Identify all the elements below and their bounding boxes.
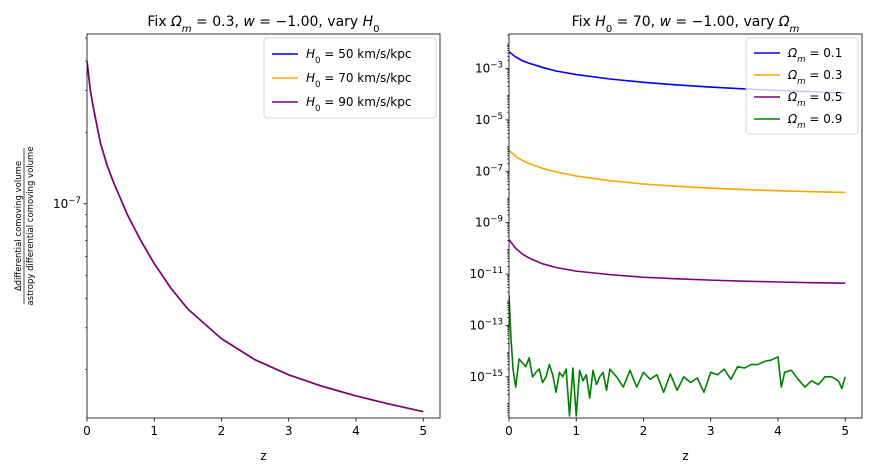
chart-title: Fix H0 = 70, w = −1.00, vary Ωm [572, 14, 800, 35]
y-tick-label: 10−3 [475, 60, 503, 75]
legend-label-3: H0 = 90 km/s/kpc [306, 95, 411, 114]
x-axis-label: z [260, 449, 266, 463]
x-tick-label: 4 [774, 424, 782, 438]
y-tick-label: 10−7 [53, 196, 81, 211]
y-tick-label: 10−15 [470, 369, 503, 384]
x-tick-label: 1 [150, 424, 158, 438]
x-axis-label: z [682, 449, 688, 463]
series-line-3 [509, 239, 846, 285]
chart-panel-2: 10−3 10−5 10−7 10−9 10−11 10−13 10−15 0 1 2 3 4 5 Fix… [470, 14, 863, 463]
x-tick-label: 0 [505, 424, 513, 438]
y-label-numerator: Δdifferential comoving volume [14, 161, 24, 291]
x-tick-label: 5 [841, 424, 849, 438]
plot-frame [86, 33, 441, 419]
legend-box [263, 37, 437, 119]
x-tick-label: 2 [218, 424, 226, 438]
chart-panel-1: 10−7 0 1 2 3 4 5 Fix Ωm = 0.3, w = −1.00, vary … [14, 14, 441, 463]
series-line-3 [87, 60, 424, 413]
x-tick-label: 0 [83, 424, 91, 438]
x-tick-label: 3 [707, 424, 715, 438]
series-line-2 [509, 149, 846, 194]
plot-frame [508, 33, 863, 419]
chart-title: Fix Ωm = 0.3, w = −1.00, vary H0 [147, 14, 379, 35]
x-tick-label: 3 [285, 424, 293, 438]
x-tick-label: 1 [572, 424, 580, 438]
legend-label-2: Ωm = 0.3 [787, 68, 842, 87]
legend-label-1: Ωm = 0.1 [787, 46, 842, 65]
y-label-denominator: astropy differential comoving volume [26, 146, 36, 305]
y-tick-label: 10−9 [475, 215, 503, 230]
x-tick-label: 5 [419, 424, 427, 438]
legend-label-3: Ωm = 0.5 [787, 90, 842, 109]
y-tick-label: 10−13 [470, 317, 503, 332]
x-tick-label: 4 [352, 424, 360, 438]
y-tick-label: 10−11 [470, 266, 503, 281]
legend-label-1: H0 = 50 km/s/kpc [306, 47, 411, 66]
y-tick-label: 10−7 [475, 163, 503, 178]
legend-label-4: Ωm = 0.9 [787, 112, 842, 131]
series-line-4 [509, 295, 846, 417]
y-axis-label: Δdifferential comoving volume astropy dif… [14, 146, 36, 305]
legend-label-2: H0 = 70 km/s/kpc [306, 71, 411, 90]
legend-box [745, 37, 859, 135]
legend: H0 = 50 km/s/kpc H0 = 70 km/s/kpc H0 = 90 … [263, 37, 437, 119]
legend: Ωm = 0.1 Ωm = 0.3 Ωm = 0.5 Ωm = 0.9 [745, 37, 859, 135]
x-tick-label: 2 [640, 424, 648, 438]
y-tick-label: 10−5 [475, 112, 503, 127]
